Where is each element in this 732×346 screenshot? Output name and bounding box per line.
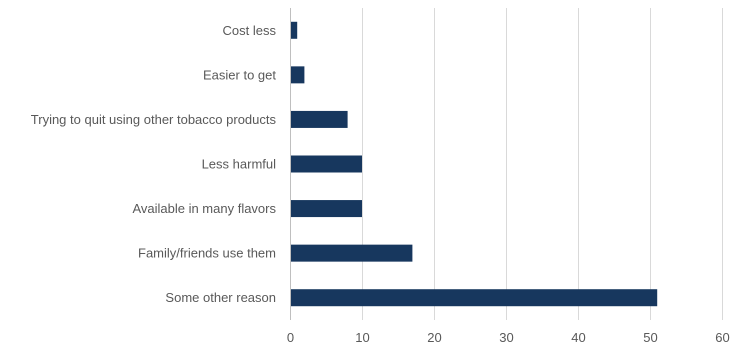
bar [290,200,362,218]
x-tick-label: 20 [427,330,441,345]
category-label: Trying to quit using other tobacco produ… [31,112,277,127]
category-label: Family/friends use them [138,246,276,261]
x-tick-label: 0 [287,330,294,345]
category-label: Less harmful [202,157,277,172]
x-tick-label: 30 [499,330,513,345]
category-labels: Cost less Easier to get Trying to quit usi… [31,23,277,305]
bar [290,110,348,128]
category-label: Easier to get [203,67,276,82]
bar [290,66,305,84]
bar [290,289,658,307]
bar [290,244,413,262]
bar [290,155,362,173]
category-label: Available in many flavors [132,201,276,216]
x-tick-label: 50 [643,330,657,345]
x-tick-label: 40 [571,330,585,345]
x-tick-labels: 0 10 20 30 40 50 60 [287,330,730,345]
category-label: Some other reason [165,290,276,305]
x-tick-label: 60 [715,330,729,345]
bars [290,21,658,307]
x-tick-label: 10 [355,330,369,345]
category-label: Cost less [223,23,277,38]
gridlines [362,8,723,320]
bar [290,21,298,39]
